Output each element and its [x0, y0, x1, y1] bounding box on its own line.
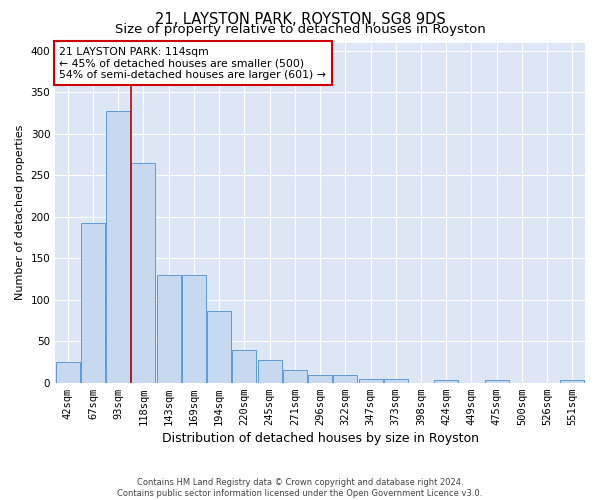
Text: Size of property relative to detached houses in Royston: Size of property relative to detached ho…	[115, 22, 485, 36]
Bar	[106, 112, 130, 382]
Bar	[207, 310, 231, 382]
Y-axis label: Number of detached properties: Number of detached properties	[15, 125, 25, 300]
Text: Contains HM Land Registry data © Crown copyright and database right 2024.
Contai: Contains HM Land Registry data © Crown c…	[118, 478, 482, 498]
Bar	[334, 375, 357, 382]
Bar	[182, 275, 206, 382]
Bar	[560, 380, 584, 382]
X-axis label: Distribution of detached houses by size in Royston: Distribution of detached houses by size …	[161, 432, 479, 445]
Bar	[434, 380, 458, 382]
Bar	[283, 370, 307, 382]
Bar	[157, 275, 181, 382]
Bar	[232, 350, 256, 382]
Bar	[81, 224, 105, 382]
Bar	[485, 380, 509, 382]
Bar	[131, 163, 155, 382]
Text: 21, LAYSTON PARK, ROYSTON, SG8 9DS: 21, LAYSTON PARK, ROYSTON, SG8 9DS	[155, 12, 445, 28]
Bar	[56, 362, 80, 382]
Bar	[384, 378, 408, 382]
Bar	[308, 375, 332, 382]
Text: 21 LAYSTON PARK: 114sqm
← 45% of detached houses are smaller (500)
54% of semi-d: 21 LAYSTON PARK: 114sqm ← 45% of detache…	[59, 46, 326, 80]
Bar	[257, 360, 281, 382]
Bar	[359, 378, 383, 382]
